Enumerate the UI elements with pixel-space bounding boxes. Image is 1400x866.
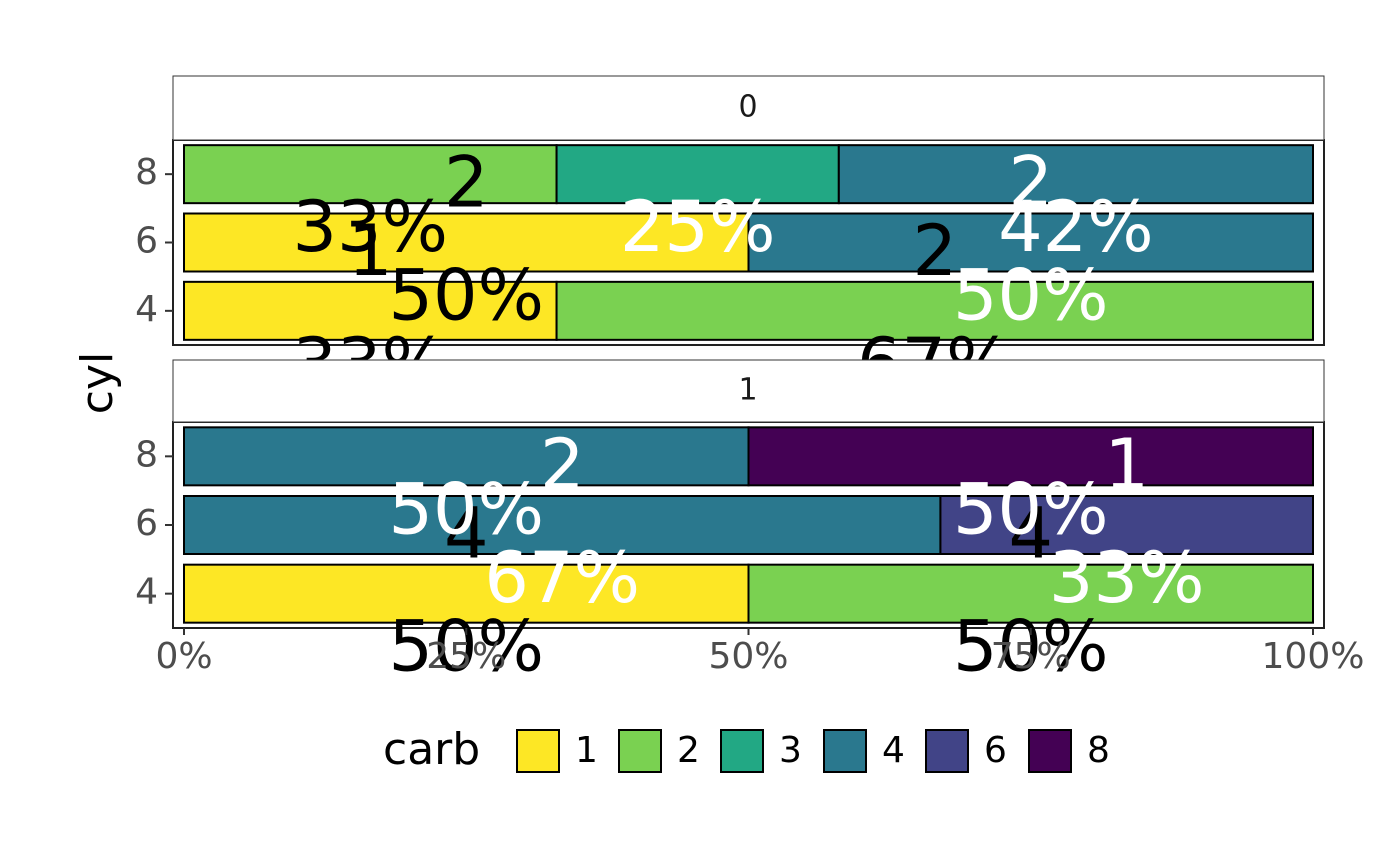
bar-segment (183, 495, 942, 555)
strips: 01 (172, 75, 1325, 423)
value-label: 50% (953, 606, 1109, 688)
y-tick-label: 4 (135, 289, 158, 330)
value-label: 50% (388, 606, 544, 688)
count-label: 2 (540, 424, 585, 506)
bar-segment (555, 144, 840, 205)
legend-label: 4 (882, 730, 905, 771)
bar-segment (555, 280, 1314, 341)
bar-segment (183, 144, 558, 205)
value-label: 67% (484, 537, 640, 619)
x-tick-label: 0% (155, 636, 212, 677)
value-label: 33% (1049, 537, 1205, 619)
count-label: 1 (348, 210, 393, 292)
legend-key (720, 729, 764, 773)
y-axis-label: cyl (72, 352, 123, 414)
value-label: 50% (388, 255, 544, 337)
legend-label: 6 (984, 730, 1007, 771)
x-tick-label: 25% (426, 636, 506, 677)
bar-segment (747, 212, 1314, 273)
labels: 33%167%250%250%233%425%342%550%450%467%2… (292, 73, 1204, 688)
value-label: 50% (953, 255, 1109, 337)
y-tick-label: 6 (135, 221, 158, 262)
bar-segment (183, 426, 750, 487)
bar-segment (747, 563, 1314, 624)
legend-label: 2 (677, 730, 700, 771)
count-label: 4 (1008, 493, 1053, 575)
count-label: 1 (1104, 424, 1149, 506)
bar-segment (183, 563, 750, 624)
legend-label: 1 (575, 730, 598, 771)
bar-segment (747, 426, 1314, 487)
legend-key (925, 729, 969, 773)
legend-key (516, 729, 560, 773)
count-label: 2 (1008, 142, 1053, 224)
value-label: 33% (292, 186, 448, 268)
bar-segment (183, 280, 558, 341)
y-tick-label: 6 (135, 503, 158, 544)
bar-segment (939, 495, 1314, 555)
x-tick-label: 100% (1262, 636, 1365, 677)
value-label: 50% (388, 468, 544, 550)
value-label: 42% (998, 186, 1154, 268)
y-tick-label: 8 (135, 434, 158, 475)
legend-key (823, 729, 867, 773)
legend-key (1028, 729, 1072, 773)
bar-segment (837, 144, 1314, 205)
legend-title: carb (383, 724, 480, 775)
strip (172, 359, 1325, 423)
legend-key (618, 729, 662, 773)
x-tick-label: 75% (991, 636, 1071, 677)
y-tick-label: 4 (135, 572, 158, 613)
legend-label: 3 (779, 730, 802, 771)
strip (172, 75, 1325, 141)
strip-label: 0 (738, 90, 757, 125)
bar-segment (183, 212, 750, 273)
count-label: 2 (913, 210, 958, 292)
value-label: 25% (620, 186, 776, 268)
value-label: 50% (953, 468, 1109, 550)
x-tick-label: 50% (708, 636, 788, 677)
count-label: 2 (444, 142, 489, 224)
y-tick-label: 8 (135, 152, 158, 193)
legend-label: 8 (1087, 730, 1110, 771)
count-label: 4 (444, 493, 489, 575)
strip-label: 1 (738, 373, 757, 408)
